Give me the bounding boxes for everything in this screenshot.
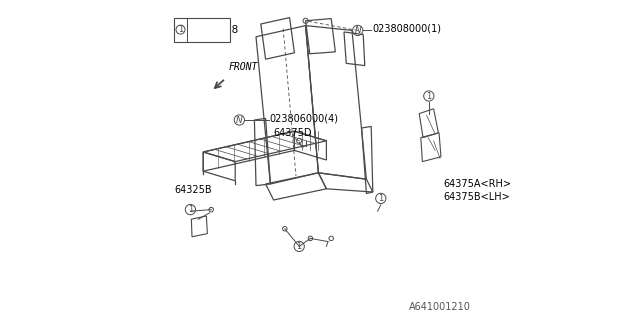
- Text: N: N: [355, 26, 361, 35]
- Text: M000268: M000268: [189, 25, 238, 35]
- Text: 64375D: 64375D: [274, 128, 312, 138]
- Text: FRONT: FRONT: [229, 62, 258, 72]
- Text: 023806000(4): 023806000(4): [270, 113, 339, 124]
- Text: 1: 1: [296, 242, 302, 251]
- Bar: [174, 18, 230, 42]
- Text: 64375A<RH>: 64375A<RH>: [443, 179, 511, 189]
- Text: 1: 1: [178, 25, 183, 34]
- Text: N: N: [236, 116, 243, 124]
- Text: 023808000(1): 023808000(1): [372, 24, 441, 34]
- Text: 1: 1: [426, 92, 431, 100]
- Text: 1: 1: [378, 194, 383, 203]
- Text: A641001210: A641001210: [408, 302, 470, 312]
- Text: 1: 1: [188, 205, 193, 214]
- Text: 64325B: 64325B: [174, 185, 212, 196]
- Text: 64375B<LH>: 64375B<LH>: [443, 192, 510, 202]
